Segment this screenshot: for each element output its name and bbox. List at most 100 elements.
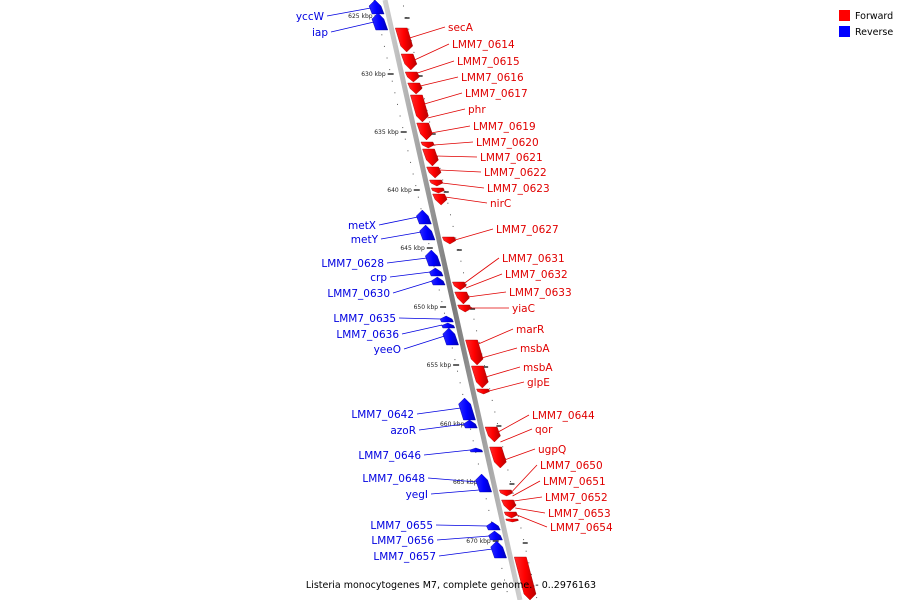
forward-gene-label[interactable]: LMM7_0614 bbox=[452, 39, 515, 51]
forward-gene-glyph[interactable] bbox=[476, 388, 490, 395]
reverse-gene-glyph[interactable] bbox=[368, 0, 385, 15]
forward-gene-glyph[interactable] bbox=[452, 281, 467, 291]
reverse-gene-label[interactable]: yccW bbox=[296, 11, 325, 23]
forward-gene-glyph[interactable] bbox=[454, 291, 470, 305]
forward-gene-label[interactable]: glpE bbox=[527, 377, 550, 389]
reverse-gene-glyph[interactable] bbox=[441, 322, 456, 329]
reverse-gene-glyph[interactable] bbox=[416, 209, 432, 225]
reverse-gene-label[interactable]: LMM7_0642 bbox=[351, 409, 414, 421]
reverse-gene-label[interactable]: LMM7_0655 bbox=[370, 520, 433, 532]
forward-gene-glyph[interactable] bbox=[501, 499, 517, 512]
forward-gene-glyph[interactable] bbox=[400, 53, 418, 71]
forward-leader-line bbox=[515, 507, 546, 514]
forward-gene-label[interactable]: nirC bbox=[490, 198, 511, 210]
forward-gene-label[interactable]: LMM7_0633 bbox=[509, 287, 572, 299]
forward-gene-label[interactable]: LMM7_0632 bbox=[505, 269, 568, 281]
forward-gene-label[interactable]: LMM7_0644 bbox=[532, 410, 595, 422]
forward-gene-glyph[interactable] bbox=[465, 339, 484, 366]
forward-gene-label[interactable]: secA bbox=[448, 22, 474, 34]
forward-gene-glyph[interactable] bbox=[441, 236, 457, 245]
tick-label: 655 kbp bbox=[427, 362, 452, 369]
forward-gene-glyph[interactable] bbox=[503, 511, 518, 519]
forward-gene-glyph[interactable] bbox=[484, 426, 501, 443]
forward-gene-label[interactable]: LMM7_0615 bbox=[457, 56, 520, 68]
reverse-gene-label[interactable]: LMM7_0630 bbox=[327, 288, 390, 300]
tick-label: 625 kbp bbox=[348, 13, 373, 20]
reverse-gene-glyph[interactable] bbox=[463, 419, 478, 429]
forward-gene-glyph[interactable] bbox=[404, 71, 420, 83]
reverse-gene-glyph[interactable] bbox=[425, 249, 442, 267]
forward-gene-glyph[interactable] bbox=[410, 94, 429, 123]
forward-gene-glyph[interactable] bbox=[420, 141, 435, 149]
forward-gene-label[interactable]: LMM7_0620 bbox=[476, 137, 539, 149]
forward-leader-line bbox=[445, 196, 488, 204]
forward-gene-label[interactable]: LMM7_0623 bbox=[487, 183, 550, 195]
forward-gene-label[interactable]: LMM7_0654 bbox=[550, 522, 613, 534]
reverse-gene-glyph[interactable] bbox=[488, 530, 503, 541]
forward-gene-glyph[interactable] bbox=[457, 304, 472, 313]
reverse-gene-label[interactable]: metY bbox=[351, 234, 379, 246]
forward-gene-glyph[interactable] bbox=[429, 179, 444, 187]
forward-gene-glyph[interactable] bbox=[422, 148, 439, 167]
forward-gene-glyph[interactable] bbox=[426, 166, 442, 179]
forward-gene-label[interactable]: marR bbox=[516, 324, 544, 336]
forward-gene-label[interactable]: msbA bbox=[520, 343, 550, 355]
tick-label: 635 kbp bbox=[374, 129, 399, 136]
reverse-gene-glyph[interactable] bbox=[486, 521, 501, 531]
reverse-gene-label[interactable]: crp bbox=[370, 272, 387, 284]
forward-gene-glyph[interactable] bbox=[395, 27, 413, 53]
forward-gene-glyph[interactable] bbox=[430, 187, 445, 194]
reverse-leader-line bbox=[326, 7, 371, 17]
forward-leader-line bbox=[485, 366, 521, 378]
forward-gene-label[interactable]: LMM7_0631 bbox=[502, 253, 565, 265]
forward-gene-glyph[interactable] bbox=[498, 489, 513, 497]
reverse-gene-label[interactable]: LMM7_0635 bbox=[333, 313, 396, 325]
forward-gene-glyph[interactable] bbox=[471, 365, 489, 389]
forward-gene-glyph[interactable] bbox=[505, 518, 519, 523]
reverse-gene-glyph[interactable] bbox=[439, 315, 454, 323]
forward-gene-label[interactable]: qor bbox=[535, 424, 553, 436]
forward-gene-label[interactable]: LMM7_0653 bbox=[548, 508, 611, 520]
forward-gene-label[interactable]: LMM7_0622 bbox=[484, 167, 547, 179]
forward-gene-label[interactable]: msbA bbox=[523, 362, 553, 374]
forward-gene-label[interactable]: LMM7_0651 bbox=[543, 476, 606, 488]
forward-gene-label[interactable]: LMM7_0627 bbox=[496, 224, 559, 236]
reverse-gene-glyph[interactable] bbox=[442, 327, 459, 346]
forward-gene-label[interactable]: LMM7_0621 bbox=[480, 152, 543, 164]
reverse-gene-glyph[interactable] bbox=[490, 540, 507, 559]
reverse-gene-glyph[interactable] bbox=[371, 12, 389, 31]
reverse-gene-glyph[interactable] bbox=[431, 276, 446, 286]
reverse-gene-label[interactable]: LMM7_0628 bbox=[321, 258, 384, 270]
reverse-gene-label[interactable]: yeeO bbox=[374, 344, 401, 356]
forward-gene-glyph[interactable] bbox=[416, 122, 433, 141]
forward-gene-label[interactable]: phr bbox=[468, 104, 486, 116]
reverse-gene-label[interactable]: azoR bbox=[390, 425, 416, 437]
forward-gene-glyph[interactable] bbox=[432, 193, 448, 206]
forward-gene-label[interactable]: LMM7_0652 bbox=[545, 492, 608, 504]
reverse-gene-glyph[interactable] bbox=[469, 447, 484, 453]
forward-gene-glyph[interactable] bbox=[407, 82, 423, 95]
forward-gene-label[interactable]: LMM7_0616 bbox=[461, 72, 524, 84]
reverse-gene-label[interactable]: LMM7_0646 bbox=[358, 450, 421, 462]
forward-gene-label[interactable]: LMM7_0650 bbox=[540, 460, 603, 472]
reverse-gene-glyph[interactable] bbox=[475, 473, 492, 493]
reverse-gene-label[interactable]: LMM7_0656 bbox=[371, 535, 434, 547]
reverse-gene-label[interactable]: iap bbox=[312, 27, 328, 39]
reverse-gene-label[interactable]: LMM7_0648 bbox=[362, 473, 425, 485]
reverse-leader-line bbox=[392, 280, 433, 294]
forward-gene-label[interactable]: ugpQ bbox=[538, 444, 566, 456]
forward-gene-glyph[interactable] bbox=[489, 446, 507, 469]
forward-leader-line bbox=[430, 125, 471, 134]
reverse-gene-label[interactable]: metX bbox=[348, 220, 376, 232]
forward-gene-label[interactable]: yiaC bbox=[512, 303, 535, 315]
forward-leader-line bbox=[488, 381, 525, 392]
forward-gene-label[interactable]: LMM7_0617 bbox=[465, 88, 528, 100]
reverse-gene-glyph[interactable] bbox=[419, 224, 436, 241]
reverse-gene-label[interactable]: LMM7_0636 bbox=[336, 329, 399, 341]
reverse-gene-label[interactable]: LMM7_0657 bbox=[373, 551, 436, 563]
reverse-gene-label[interactable]: yegI bbox=[406, 489, 428, 501]
forward-gene-label[interactable]: LMM7_0619 bbox=[473, 121, 536, 133]
reverse-gene-glyph[interactable] bbox=[429, 267, 444, 277]
forward-gene-glyph[interactable] bbox=[514, 556, 537, 600]
reverse-leader-line bbox=[427, 477, 478, 483]
